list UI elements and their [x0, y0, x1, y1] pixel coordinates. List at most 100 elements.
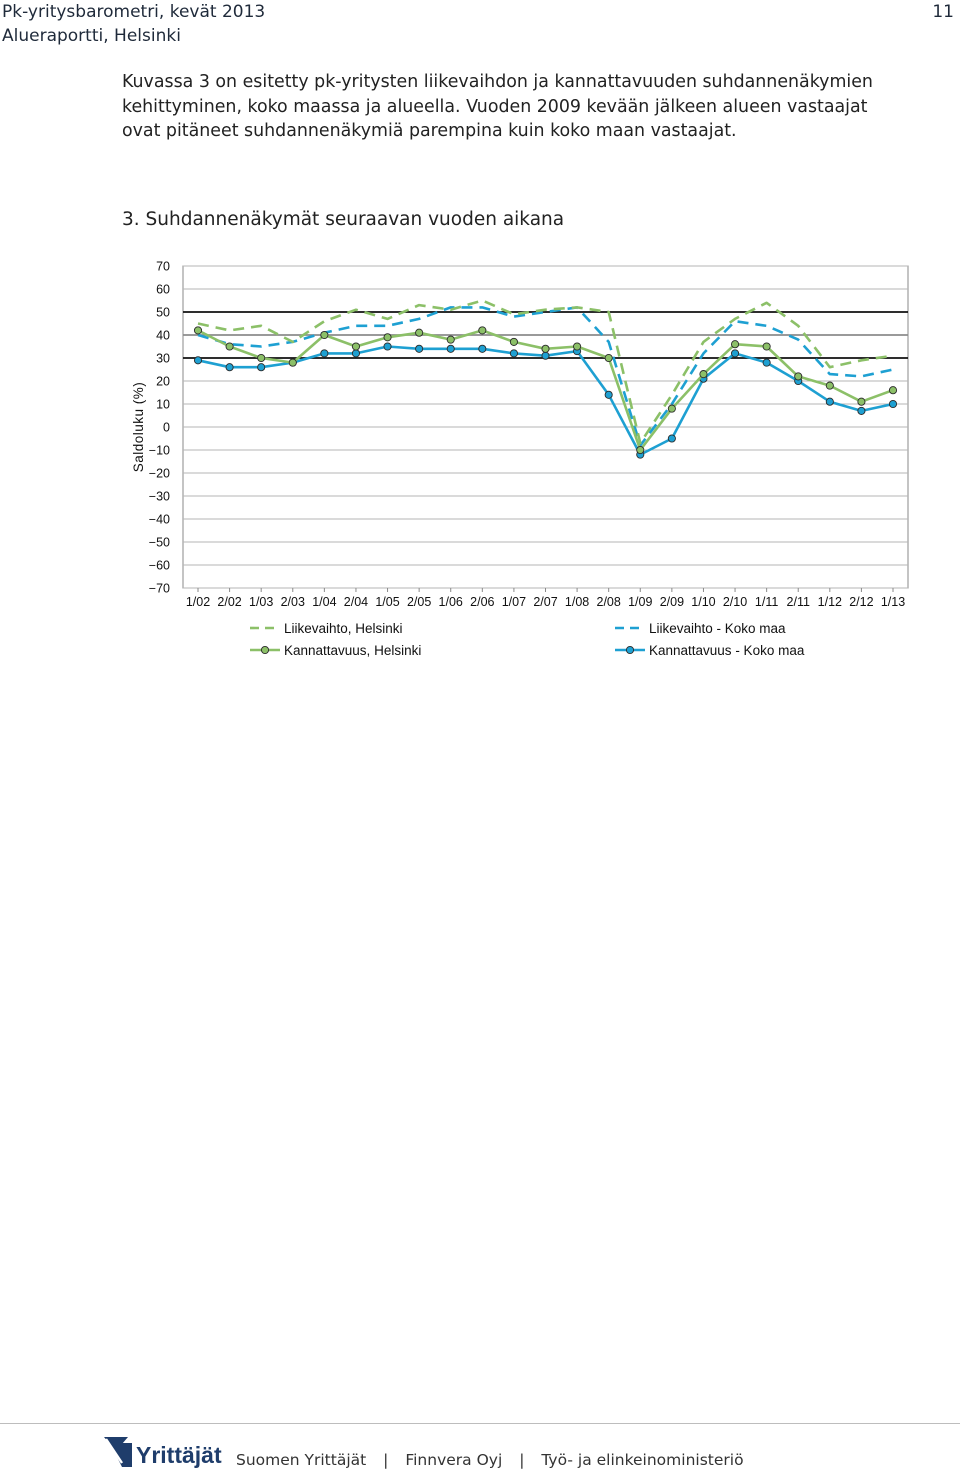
- series-marker: [478, 344, 487, 353]
- series-line: [197, 299, 894, 445]
- logo-text: Yrittäjät: [136, 1442, 222, 1468]
- y-tick-label: 0: [163, 421, 170, 435]
- legend-label: Kannattavuus - Koko maa: [649, 643, 805, 658]
- series-marker: [541, 344, 550, 353]
- series-marker: [667, 404, 676, 413]
- x-tick-label: 1/12: [818, 595, 842, 609]
- x-tick-label: 1/07: [502, 595, 526, 609]
- series-marker: [257, 353, 266, 363]
- legend-label: Liikevaihto, Helsinki: [284, 621, 403, 636]
- paragraph-line: kehittyminen, koko maassa ja alueella. V…: [122, 96, 868, 117]
- x-tick-label: 2/11: [787, 595, 810, 609]
- series-marker: [888, 399, 898, 409]
- series-marker: [888, 386, 898, 395]
- series-marker: [667, 434, 676, 443]
- y-tick-label: −60: [149, 559, 170, 573]
- series-marker: [604, 353, 613, 363]
- page-header: Pk-yritysbarometri, kevät 2013 Aluerapor…: [2, 0, 265, 48]
- paragraph-line: ovat pitäneet suhdannenäkymiä parempina …: [122, 121, 737, 141]
- y-tick-label: −10: [149, 444, 170, 458]
- x-tick-label: 2/06: [470, 595, 494, 609]
- series-marker: [825, 397, 834, 406]
- series-marker: [509, 337, 518, 346]
- y-tick-label: 10: [156, 398, 170, 412]
- y-tick-label: −70: [149, 582, 170, 596]
- series-marker: [478, 326, 487, 335]
- series-marker: [541, 351, 550, 360]
- series-marker: [730, 349, 740, 358]
- series-marker: [825, 381, 834, 390]
- series-marker: [320, 330, 329, 340]
- line-chart: 70 60 50 40 30 20 10 0 −10 −20 −30 −40 −50 −60 −70 1/02…: [131, 260, 909, 658]
- series-marker: [636, 445, 645, 455]
- series-marker: [225, 342, 234, 351]
- legend-label: Kannattavuus, Helsinki: [284, 643, 421, 658]
- series-marker: [573, 342, 582, 351]
- x-tick-label: 1/06: [439, 595, 463, 609]
- series-marker: [193, 356, 203, 365]
- footer-partners: Suomen Yrittäjät | Finnvera Oyj | Työ- j…: [236, 1449, 744, 1471]
- y-tick-label: −40: [149, 513, 170, 527]
- x-tick-label: 1/13: [881, 595, 905, 609]
- y-tick-label: 40: [156, 329, 170, 343]
- x-tick-label: 1/05: [375, 595, 399, 609]
- series-marker: [383, 342, 392, 351]
- x-tick-label: 2/04: [344, 595, 368, 609]
- series-marker: [320, 349, 329, 358]
- x-tick-label: 2/02: [217, 595, 241, 609]
- series-marker: [193, 326, 203, 335]
- footer-partner: Työ- ja elinkeinoministeriö: [541, 1451, 744, 1469]
- series-marker: [446, 335, 455, 344]
- footer-separator: |: [519, 1451, 525, 1469]
- header-title: Pk-yritysbarometri, kevät 2013: [2, 2, 266, 22]
- footer-divider: [0, 1423, 960, 1424]
- series-marker: [415, 344, 424, 353]
- yrittajat-logo: Yrittäjät: [102, 1433, 230, 1473]
- series-marker: [762, 358, 771, 367]
- x-tick-label: 1/04: [312, 595, 336, 609]
- y-tick-label: 50: [156, 306, 170, 320]
- x-tick-label: 2/10: [723, 595, 747, 609]
- series-line: [197, 306, 894, 447]
- footer-partner: Finnvera Oyj: [405, 1451, 503, 1469]
- series-marker: [604, 390, 613, 399]
- y-tick-label: −30: [149, 490, 170, 504]
- legend-label: Liikevaihto - Koko maa: [649, 621, 786, 636]
- series-marker: [415, 328, 424, 337]
- x-tick-label: 1/10: [691, 595, 715, 609]
- x-tick-label: 2/03: [281, 595, 305, 609]
- series-marker: [762, 342, 771, 351]
- x-tick-label: 1/08: [565, 595, 589, 609]
- footer-partner: Suomen Yrittäjät: [236, 1451, 367, 1469]
- series-marker: [857, 406, 866, 415]
- x-tick-label: 2/05: [407, 595, 431, 609]
- series-marker: [446, 344, 455, 353]
- x-tick-label: 2/07: [533, 595, 557, 609]
- series-marker: [288, 358, 297, 367]
- chart-title: 3. Suhdannenäkymät seuraavan vuoden aika…: [122, 209, 565, 230]
- body-paragraph: Kuvassa 3 on esitetty pk-yritysten liike…: [122, 70, 942, 144]
- series-marker: [225, 363, 234, 372]
- paragraph-line: Kuvassa 3 on esitetty pk-yritysten liike…: [122, 72, 873, 92]
- series-marker: [857, 397, 866, 406]
- y-tick-label: −50: [149, 536, 170, 550]
- y-tick-label: −20: [149, 467, 170, 481]
- x-tick-label: 2/08: [597, 595, 621, 609]
- series-marker: [351, 349, 361, 358]
- legend-marker: [625, 645, 635, 655]
- series-marker: [794, 372, 803, 381]
- series-marker: [730, 340, 740, 349]
- x-tick-label: 2/09: [660, 595, 684, 609]
- x-tick-label: 1/03: [249, 595, 273, 609]
- series-marker: [699, 370, 708, 379]
- y-tick-label: 30: [156, 352, 170, 366]
- series-marker: [351, 342, 361, 351]
- series-marker: [383, 333, 392, 342]
- page-number: 11: [932, 2, 954, 22]
- x-tick-label: 1/02: [186, 595, 210, 609]
- legend-marker: [260, 645, 270, 655]
- footer-separator: |: [383, 1451, 389, 1469]
- x-tick-label: 1/09: [628, 595, 652, 609]
- x-tick-label: 1/11: [755, 595, 778, 609]
- y-tick-label: 60: [156, 283, 170, 297]
